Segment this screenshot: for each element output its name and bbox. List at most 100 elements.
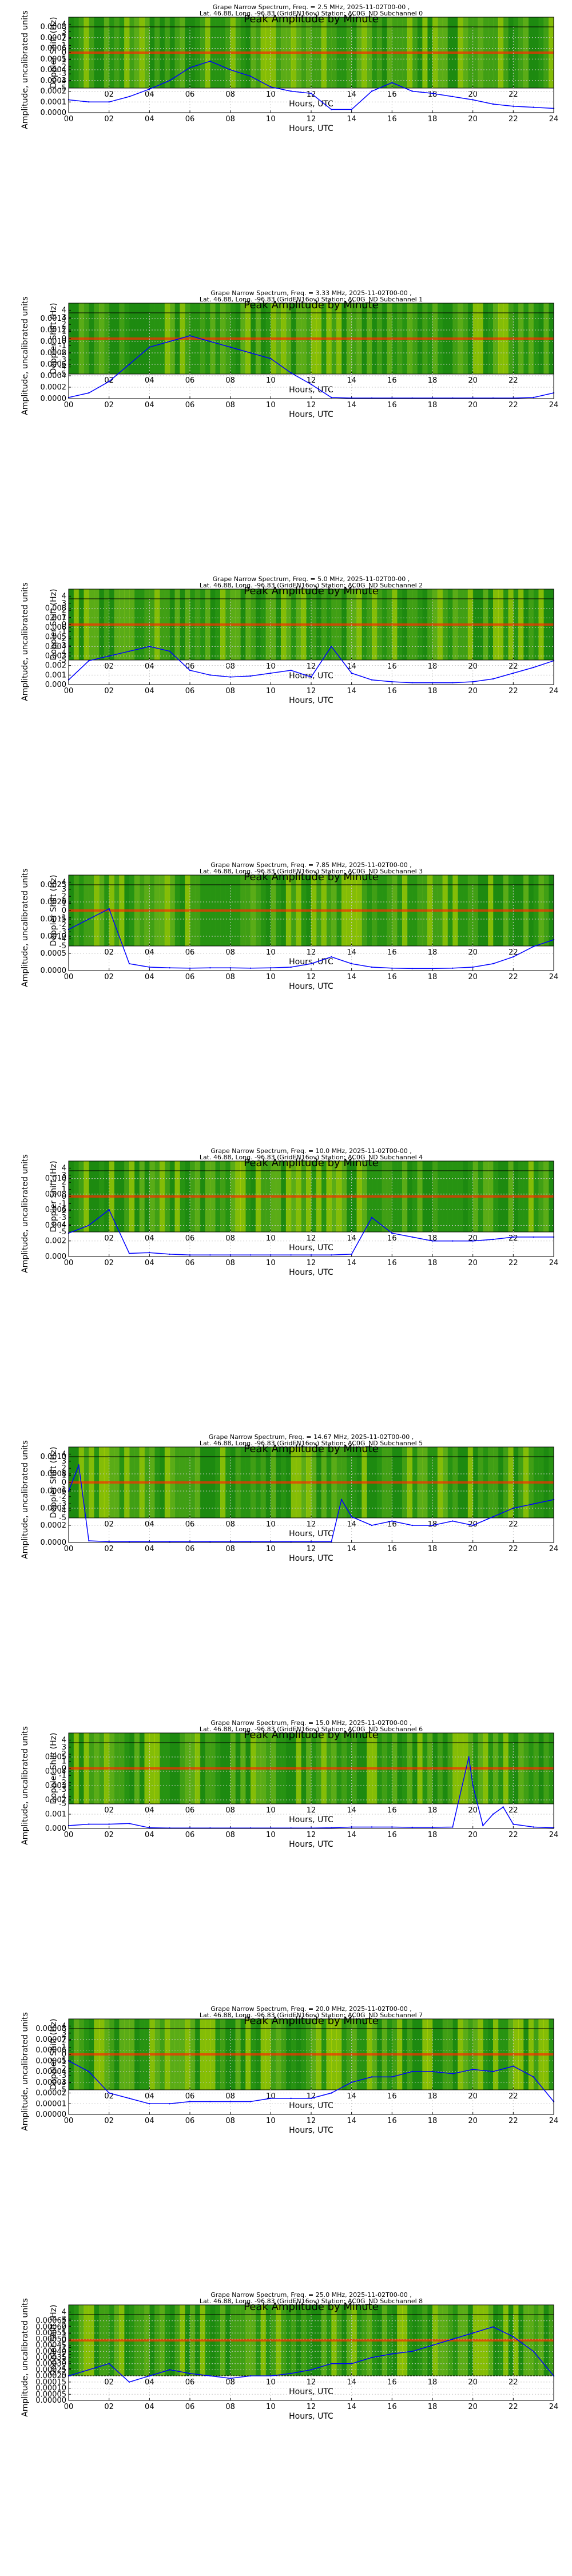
x-tick-label: 08: [225, 1545, 235, 1553]
x-tick-label: 12: [307, 401, 316, 410]
amplitude-point: [128, 1253, 130, 1254]
x-tick-label: 08: [225, 1234, 235, 1243]
y-axis-label: Amplitude, uncalibrated units: [21, 582, 30, 701]
amplitude-series-line: [68, 1756, 554, 1829]
amplitude-point: [270, 86, 272, 88]
amplitude-point: [492, 2326, 494, 2328]
y-tick-label: -1: [59, 1199, 66, 1208]
x-tick-label: 22: [509, 115, 518, 124]
y-tick-label: 0.0006: [41, 360, 67, 369]
y-tick-label: -3: [59, 2072, 66, 2080]
amplitude-point: [128, 96, 130, 98]
y-tick-label: 0: [62, 335, 66, 343]
x-tick-label: 02: [104, 1545, 114, 1553]
spectrum-subtitle: Lat. 46.88, Long. -96.83 (GridEN16ov) St…: [200, 868, 423, 875]
amplitude-point: [431, 968, 434, 969]
y-tick-label: -4: [59, 1507, 66, 1516]
x-tick-label: 00: [64, 687, 74, 695]
y-tick-label: 0.001: [45, 671, 66, 679]
x-tick-label: 24: [549, 2117, 559, 2125]
x-tick-label: 16: [387, 948, 397, 957]
y-tick-label: 0.00001: [35, 2100, 66, 2108]
x-tick-label: 20: [468, 376, 478, 385]
x-tick-label: 02: [104, 1806, 114, 1815]
y-tick-label: 3: [62, 2315, 66, 2324]
x-tick-label: 18: [428, 1806, 438, 1815]
y-tick-label: 0.0008: [41, 23, 67, 31]
y-tick-label: -1: [59, 1771, 66, 1780]
x-tick-label: 02: [104, 115, 114, 124]
amplitude-frame: [68, 1456, 554, 1543]
y-tick-label: 3: [62, 885, 66, 894]
amplitude-point: [209, 2375, 211, 2377]
amplitude-point: [533, 1826, 534, 1828]
amplitude-point: [149, 966, 150, 968]
y-tick-label: 0.0002: [41, 88, 67, 96]
y-tick-label: -5: [59, 1514, 66, 1522]
y-tick-label: -5: [59, 656, 66, 665]
x-tick-label: 20: [468, 948, 478, 957]
amplitude-point: [513, 672, 514, 674]
y-tick-label: 4: [62, 20, 66, 29]
x-tick-label: 14: [347, 115, 356, 124]
y-tick-label: -4: [59, 2365, 66, 2374]
y-tick-label: 3: [62, 27, 66, 36]
amplitude-point: [533, 396, 534, 399]
amplitude-point: [108, 1209, 110, 1211]
y-tick-label: 0.00006: [35, 2046, 66, 2055]
x-tick-label: 02: [104, 2378, 114, 2387]
amplitude-frame: [68, 2314, 554, 2401]
x-tick-label: 16: [387, 1831, 397, 1839]
x-tick-label: 12: [307, 115, 316, 124]
amplitude-point: [290, 90, 292, 92]
amplitude-point: [108, 380, 110, 383]
y-axis-label: Amplitude, uncalibrated units: [21, 1726, 30, 1845]
x-tick-label: 12: [307, 1545, 316, 1553]
amplitude-point: [78, 1464, 80, 1466]
x-tick-label: 10: [266, 2092, 276, 2101]
y-tick-label: 1: [62, 2329, 66, 2338]
x-tick-label: 18: [428, 2092, 438, 2101]
amplitude-point: [533, 2076, 534, 2078]
x-tick-label: 06: [185, 1831, 195, 1839]
y-tick-label: 0.00050: [35, 2335, 66, 2344]
x-tick-label: 04: [145, 2403, 154, 2411]
x-tick-label: 02: [104, 2403, 114, 2411]
y-tick-label: -2: [59, 2351, 66, 2359]
spectrum-title: Grape Narrow Spectrum, Freq. = 3.33 MHz,…: [210, 289, 412, 297]
y-tick-label: 0.00060: [35, 2323, 66, 2331]
x-tick-label: 06: [185, 1259, 195, 1267]
y-axis-label: Amplitude, uncalibrated units: [21, 2012, 30, 2131]
x-tick-label: 06: [185, 1520, 195, 1529]
amplitude-point: [290, 2097, 292, 2100]
y-tick-label: -3: [59, 642, 66, 650]
x-tick-label: 06: [185, 662, 195, 671]
y-tick-label: 0: [62, 1478, 66, 1487]
y-tick-label: 0.004: [45, 642, 66, 651]
y-tick-label: 0.0001: [41, 98, 67, 106]
y-tick-label: 0.004: [45, 1767, 66, 1776]
y-tick-label: 3: [62, 2029, 66, 2038]
y-tick-label: 4: [62, 2308, 66, 2316]
y-axis-label: Amplitude, uncalibrated units: [21, 10, 30, 129]
amplitude-point: [229, 1254, 231, 1256]
x-tick-label: 08: [225, 1259, 235, 1267]
amplitude-point: [331, 1827, 332, 1828]
amplitude-point: [411, 1826, 413, 1828]
y-tick-label: 3: [62, 313, 66, 322]
x-tick-label: 22: [509, 1806, 518, 1815]
y-tick-label: -5: [59, 1800, 66, 1808]
x-tick-label: 00: [64, 1259, 74, 1267]
y-tick-label: -1: [59, 913, 66, 922]
y-tick-label: 0: [62, 2336, 66, 2345]
y-tick-label: 0.00000: [35, 2110, 66, 2119]
x-tick-label: 12: [307, 90, 316, 99]
spectrum-subtitle: Lat. 46.88, Long. -96.83 (GridEN16ov) St…: [200, 2011, 423, 2019]
y-axis-label: Doppler Shift (Hz): [49, 2305, 58, 2376]
amplitude-point: [128, 2097, 130, 2100]
x-axis-label: Hours, UTC: [289, 124, 333, 133]
y-tick-label: 0.0004: [41, 66, 67, 74]
y-tick-label: 0.0003: [41, 77, 67, 85]
y-tick-label: 1: [62, 1472, 66, 1480]
amplitude-point: [189, 2372, 191, 2375]
